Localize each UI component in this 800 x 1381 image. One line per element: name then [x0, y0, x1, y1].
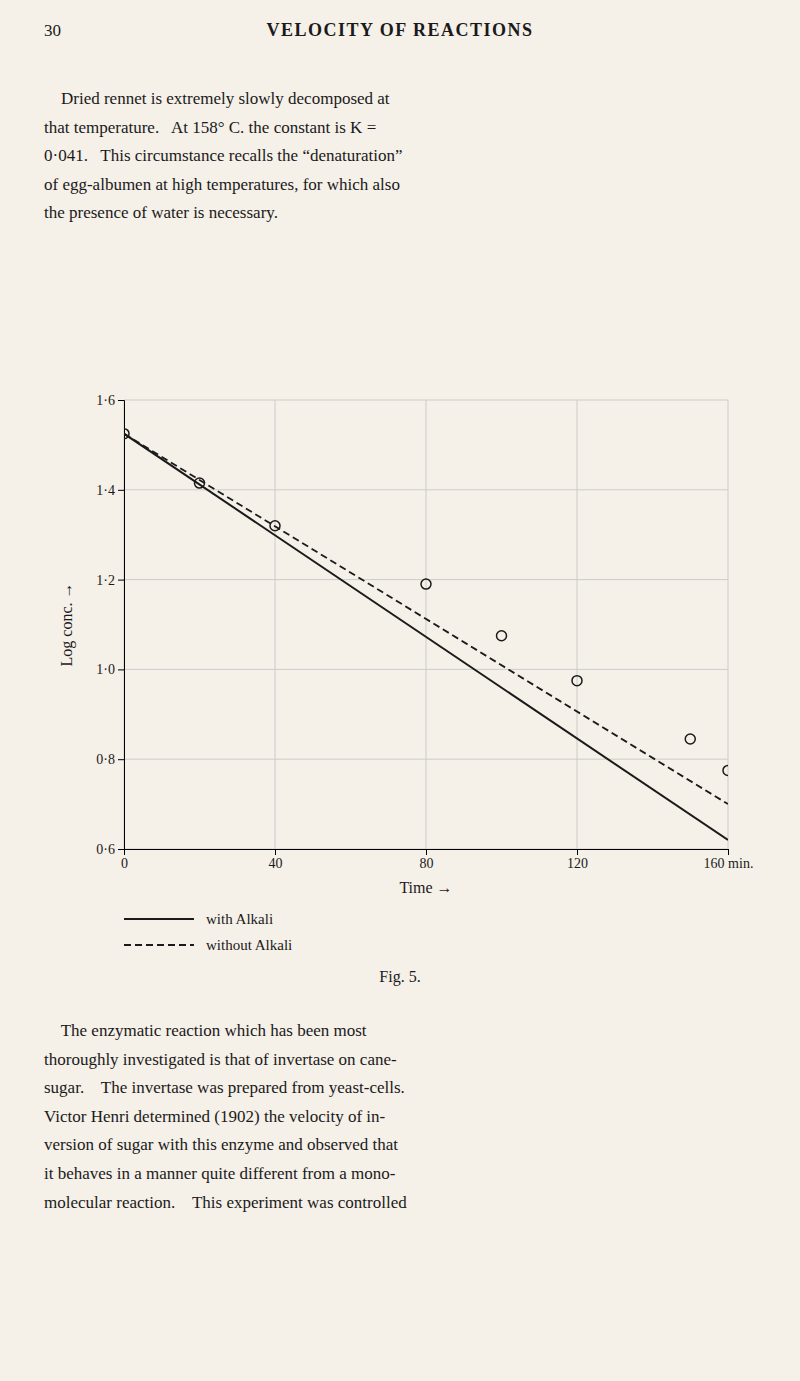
legend-swatch: [124, 944, 194, 946]
line: [124, 434, 728, 840]
tick-mark: [426, 849, 427, 855]
tick-mark: [118, 849, 124, 850]
point: [270, 521, 280, 531]
grid-line: [124, 759, 728, 760]
tick: 0: [121, 849, 128, 871]
y-axis: 0·6 0·8 1·0 1·2 1·4 1·6: [96, 393, 124, 857]
tick-label: 1·2: [96, 573, 115, 588]
grid-line: [728, 400, 729, 849]
tick: 1·4: [96, 483, 124, 498]
y-axis-label: Log conc. →: [58, 583, 76, 667]
tick-mark: [728, 849, 729, 855]
point: [685, 734, 695, 744]
tick: 1·6: [96, 393, 124, 408]
tick-mark: [118, 669, 124, 670]
legend-swatch: [124, 918, 194, 920]
grid-line: [275, 400, 276, 849]
tick-mark: [118, 490, 124, 491]
tick: 40: [269, 849, 283, 871]
tick: 0·6: [96, 842, 124, 857]
grid-line: [124, 400, 728, 401]
header: VELOCITY OF REACTIONS: [266, 20, 533, 40]
tick: 120: [567, 849, 588, 871]
tick-label: 0·8: [96, 752, 115, 767]
grid-line: [426, 400, 427, 849]
body-text: Dried rennet is extremely slowly decompo…: [44, 89, 402, 222]
point: [195, 478, 205, 488]
tick: 80: [420, 849, 434, 871]
point: [723, 765, 728, 775]
axis-line: [125, 850, 729, 856]
tick-label: 1·6: [96, 393, 115, 408]
tick-label: 40: [269, 856, 283, 871]
tick-mark: [118, 759, 124, 760]
grid-line: [577, 400, 578, 849]
tick-label: 1·0: [96, 662, 115, 677]
tick-label: 0: [121, 856, 128, 871]
background: [0, 0, 800, 1381]
grid: [124, 400, 728, 849]
tick-mark: [275, 849, 276, 855]
tick: 1·2: [96, 573, 124, 588]
point: [421, 579, 431, 589]
marks: [124, 429, 728, 840]
grid-line: [124, 669, 728, 670]
tick-mark: [118, 400, 124, 401]
tick-mark: [577, 849, 578, 855]
tick-label: 160 min.: [704, 856, 754, 871]
tick-label: 80: [420, 856, 434, 871]
x-axis-label: Time →: [399, 879, 452, 896]
body-text: The enzymatic reaction which has been mo…: [44, 1021, 407, 1212]
legend-label: with Alkali: [206, 911, 273, 927]
title: Fig. 5.: [379, 968, 420, 986]
legend-label: without Alkali: [206, 937, 292, 953]
plot: 0 40 80 120 160 min. 0·6 0·8 1·0 1·2 1·4 1·6: [96, 393, 753, 871]
x-axis: 0 40 80 120 160 min.: [121, 849, 753, 871]
point: [497, 631, 507, 641]
tick: 0·8: [96, 752, 124, 767]
page-number: 30: [44, 21, 61, 40]
tick-label: 0·6: [96, 842, 115, 857]
tick-label: 120: [567, 856, 588, 871]
legend: with Alkali without Alkali: [124, 911, 292, 953]
point: [124, 429, 129, 439]
page: 30 VELOCITY OF REACTIONS Dried rennet is …: [0, 0, 800, 1381]
axis-line: [118, 401, 125, 850]
line: [124, 434, 728, 804]
point: [572, 676, 582, 686]
tick-label: 1·4: [96, 483, 115, 498]
tick: 160 min.: [704, 849, 754, 871]
tick: 1·0: [96, 662, 124, 677]
tick-mark: [118, 580, 124, 581]
grid-line: [124, 489, 728, 490]
